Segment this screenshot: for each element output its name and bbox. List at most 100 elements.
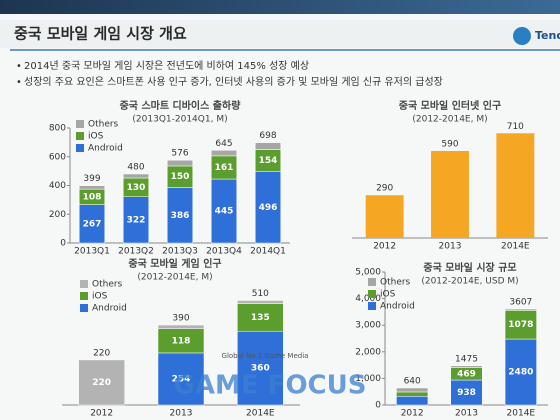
legend-label: Others xyxy=(380,278,411,288)
bar-segment xyxy=(254,142,282,150)
y-tick-label: 200 xyxy=(49,210,66,220)
x-tick-label: 2013Q4 xyxy=(206,247,242,257)
legend-swatch xyxy=(76,144,84,152)
segment-label: 108 xyxy=(83,192,102,202)
bar-segment xyxy=(210,150,238,157)
segment-label: 386 xyxy=(171,211,190,221)
y-tick-label: 5,000 xyxy=(355,268,381,278)
segment-label: 118 xyxy=(172,336,191,346)
bar-segment xyxy=(157,324,205,329)
value-label: 710 xyxy=(507,122,524,132)
bar-segment xyxy=(78,204,106,244)
bullet: 2014년 중국 모바일 게임 시장은 전년도에 비하여 145% 성장 예상 xyxy=(24,59,309,72)
bar-segment xyxy=(504,338,537,406)
x-tick-label: 2013Q1 xyxy=(74,247,110,257)
value-label: 290 xyxy=(376,184,393,194)
segment-label: 360 xyxy=(251,364,270,374)
segment-label: 254 xyxy=(172,374,191,384)
legend-swatch xyxy=(368,290,376,298)
y-tick-label: 600 xyxy=(49,152,66,162)
x-tick-label: 2012 xyxy=(373,242,396,252)
bar xyxy=(365,195,404,238)
bar-segment xyxy=(122,196,150,244)
watermark-tagline: Global No.1 Game Media xyxy=(222,352,309,360)
total-label: 1475 xyxy=(455,354,478,364)
bar-segment xyxy=(157,352,205,406)
bar-segment xyxy=(504,310,537,340)
legend-label: Others xyxy=(88,120,119,130)
x-tick-label: 2014E xyxy=(246,409,275,419)
slide-title: 중국 모바일 게임 시장 개요 xyxy=(14,25,187,43)
x-tick-label: 2013 xyxy=(170,409,193,419)
bar-segment xyxy=(396,387,429,393)
legend-swatch xyxy=(80,304,88,312)
legend-swatch xyxy=(80,292,88,300)
legend-swatch xyxy=(368,278,376,286)
chart-title: 중국 모바일 인터넷 인구 xyxy=(399,99,501,112)
legend-label: Android xyxy=(88,144,123,154)
total-label: 576 xyxy=(171,149,188,159)
y-tick-label: 1,000 xyxy=(355,374,381,384)
charts: 중국 스마트 디바이스 출하량 (2013Q1-2014Q1, M) 0 200 400… xyxy=(49,99,548,419)
segment-label: 161 xyxy=(215,163,234,173)
segment-label: 938 xyxy=(457,388,476,398)
x-tick-label: 2013Q2 xyxy=(118,247,154,257)
x-tick-label: 2013 xyxy=(455,409,478,419)
bar-segment xyxy=(450,365,483,368)
watermark-brand: GAME FOCUS xyxy=(174,371,367,401)
value-label: 590 xyxy=(441,139,458,149)
segment-label: 135 xyxy=(251,313,270,323)
total-label: 645 xyxy=(215,139,232,149)
bar-segment xyxy=(166,187,194,244)
bar-segment xyxy=(254,171,282,244)
bullet-dot: • xyxy=(16,77,22,88)
x-tick-label: 2013Q3 xyxy=(162,247,198,257)
segment-label: 469 xyxy=(457,369,476,379)
legend-label: Others xyxy=(92,280,123,290)
logo-mark xyxy=(513,27,531,45)
bar-segment xyxy=(166,159,194,167)
segment-label: 130 xyxy=(127,183,146,193)
x-tick-label: 2012 xyxy=(90,409,113,419)
segment-label: 1078 xyxy=(508,320,533,330)
chart-title: 중국 스마트 디바이스 출하량 xyxy=(120,99,242,112)
segment-label: 220 xyxy=(92,378,111,388)
bar xyxy=(496,133,535,238)
chart-title: 중국 모바일 게임 인구 xyxy=(128,257,221,270)
chart-subtitle: (2012-2014E, M) xyxy=(137,273,212,283)
bar-segment xyxy=(396,391,429,397)
x-tick-label: 2013 xyxy=(439,242,462,252)
x-tick-label: 2012 xyxy=(401,409,424,419)
legend-label: Android xyxy=(92,304,127,314)
legend-label: Android xyxy=(380,302,415,312)
total-label: 480 xyxy=(127,163,144,173)
legend-label: iOS xyxy=(380,290,396,300)
bar-segment xyxy=(396,396,429,406)
bar-segment xyxy=(78,185,106,190)
bar-segment xyxy=(237,303,284,332)
bullet-dot: • xyxy=(16,61,22,72)
bar xyxy=(431,150,469,238)
y-tick-label: 0 xyxy=(375,401,381,411)
y-tick-label: 0 xyxy=(60,239,66,249)
bar-segment xyxy=(450,379,483,406)
bullet: 성장의 주요 요인은 스마트폰 사용 인구 증가, 인터넷 사용의 증가 및 모… xyxy=(24,75,443,88)
total-label: 3607 xyxy=(509,298,532,308)
title-band xyxy=(0,20,560,48)
legend-swatch xyxy=(80,280,88,288)
bar-segment xyxy=(122,173,150,179)
legend-swatch xyxy=(76,132,84,140)
total-label: 698 xyxy=(259,131,276,141)
total-label: 220 xyxy=(93,348,110,358)
legend-label: iOS xyxy=(92,292,108,302)
segment-label: 267 xyxy=(83,219,102,229)
chart-subtitle: (2012-2014E, USD M) xyxy=(421,277,518,287)
y-tick-label: 800 xyxy=(49,124,66,134)
bar-segment xyxy=(237,330,284,406)
legend-swatch xyxy=(76,120,84,128)
bar-segment xyxy=(237,300,284,304)
bar-segment xyxy=(504,308,537,311)
legend-swatch xyxy=(368,302,376,310)
total-label: 390 xyxy=(172,314,189,324)
total-label: 399 xyxy=(83,174,100,184)
